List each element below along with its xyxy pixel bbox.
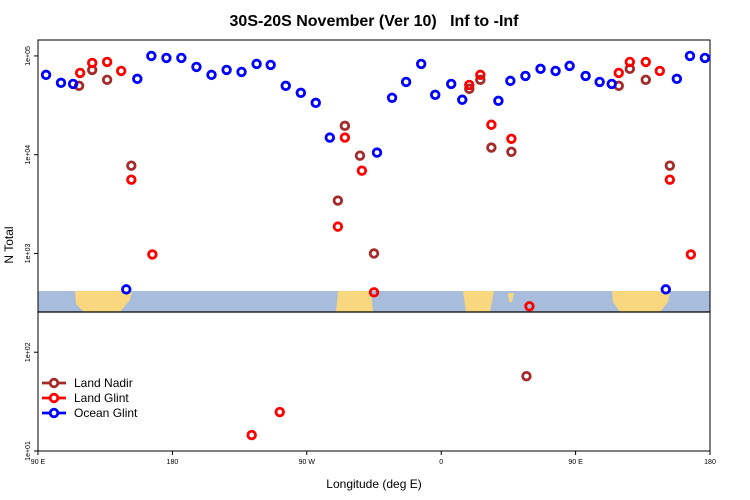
legend-label: Land Glint [74,391,129,405]
point [206,69,217,81]
point [524,301,535,312]
point [654,65,666,77]
point [236,66,247,78]
x-tick-label: 90 E [568,459,583,466]
y-axis-label: N Total [2,226,16,263]
point [640,56,651,68]
point [564,60,575,72]
point [332,195,344,206]
point [486,119,497,130]
point [660,284,671,295]
point [221,64,232,76]
point [55,77,67,89]
x-tick-label: 0 [439,459,443,466]
point [671,73,683,85]
point [146,50,157,62]
point [464,83,475,95]
y-tick-label: 1e+05 [25,46,32,66]
legend-marker [48,392,60,404]
x-axis-label: Longitude (deg E) [326,477,421,491]
point [475,74,486,86]
point [493,95,504,107]
point [386,92,398,103]
point [115,65,127,77]
x-tick-label: 90 E [31,459,46,466]
point [550,65,561,77]
point [486,142,497,153]
point [580,70,591,82]
point [400,76,412,88]
point [371,147,383,158]
map-strip [38,291,710,313]
point [475,69,486,81]
point [368,287,380,298]
point [664,174,676,185]
legend-label: Land Nadir [74,376,133,390]
point [101,56,113,68]
x-tick-label: 180 [704,459,716,466]
chart-title: 30S-20S November (Ver 10) Inf to -Inf [230,13,520,30]
point [457,94,468,105]
point [126,174,137,185]
point [67,78,79,90]
point [535,63,546,75]
point [505,75,516,87]
point [520,70,531,82]
point [506,133,517,144]
point [147,249,158,260]
x-tick-label: 180 [167,459,179,466]
point [415,58,427,70]
legend-marker [48,377,60,389]
point [191,61,202,73]
point [176,52,187,64]
point [295,87,307,99]
point [246,429,257,441]
point [121,284,132,295]
point [161,52,172,64]
point [430,89,441,101]
point [506,146,517,158]
y-tick-label: 1e+03 [25,244,32,264]
legend-marker [48,407,60,419]
point [280,80,291,92]
point [685,249,697,260]
point [699,52,711,64]
point [594,76,605,88]
point [464,79,475,91]
legend-label: Ocean Glint [74,406,138,420]
point [624,56,636,68]
point [664,160,676,171]
point [446,78,457,90]
point [74,67,86,79]
point [356,165,368,176]
y-tick-label: 1e+04 [25,145,32,165]
y-tick-label: 1e+02 [25,342,32,362]
point [265,59,276,71]
y-tick-label: 1e+01 [25,441,32,461]
point [101,74,113,86]
point [40,69,52,81]
point [354,150,366,161]
point [332,221,344,232]
point [274,406,285,418]
point [87,57,98,69]
point [126,160,137,171]
point [606,78,617,90]
point [339,132,351,143]
point [339,120,351,132]
point [684,50,696,62]
point [132,73,143,85]
point [368,248,380,259]
x-tick-label: 90 W [299,459,316,466]
point [324,132,335,143]
point [251,58,262,70]
point [613,67,624,79]
point [521,370,532,382]
point [640,74,651,86]
plot-frame [37,39,711,452]
point [310,97,321,109]
